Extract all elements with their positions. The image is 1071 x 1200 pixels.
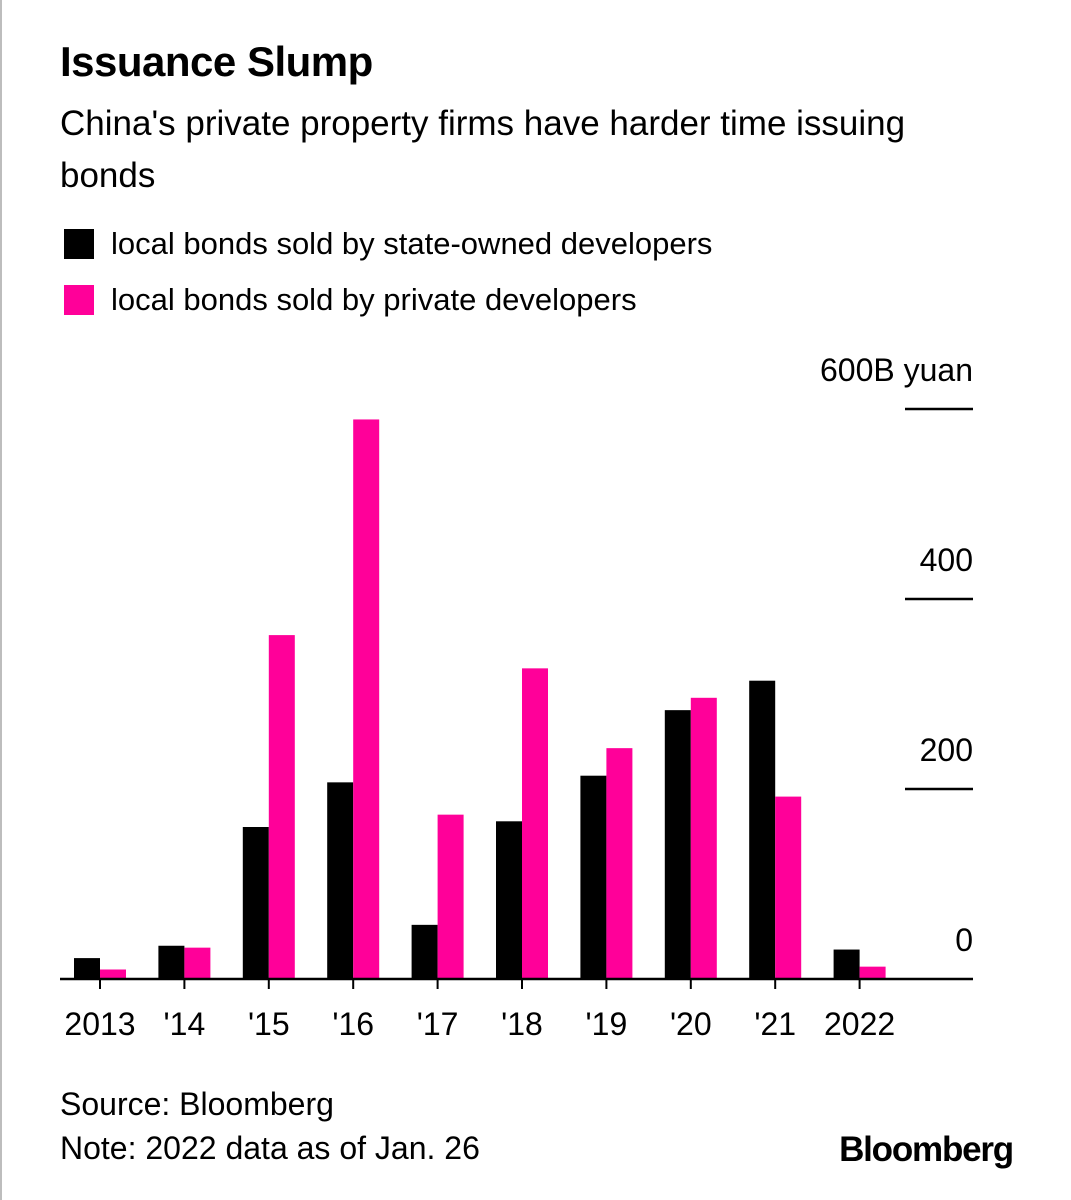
x-tick-label-9: 2022 bbox=[824, 1006, 895, 1042]
legend-item-private: local bonds sold by private developers bbox=[64, 278, 712, 322]
bar-state-owned-3 bbox=[327, 782, 354, 979]
bar-private-1 bbox=[184, 947, 211, 979]
x-tick-label-0: 2013 bbox=[64, 1006, 135, 1042]
legend-swatch-private bbox=[64, 285, 94, 315]
bar-state-owned-6 bbox=[580, 775, 607, 979]
bar-state-owned-9 bbox=[833, 949, 860, 979]
x-tick-label-2: '15 bbox=[248, 1006, 290, 1042]
bar-private-4 bbox=[437, 814, 464, 979]
bar-state-owned-4 bbox=[411, 924, 438, 979]
chart-footer: Source: Bloomberg Note: 2022 data as of … bbox=[60, 1082, 480, 1170]
bar-private-5 bbox=[522, 668, 548, 979]
bar-state-owned-8 bbox=[749, 680, 776, 979]
x-tick-label-1: '14 bbox=[164, 1006, 206, 1042]
x-tick-label-8: '21 bbox=[754, 1006, 796, 1042]
legend-item-state-owned: local bonds sold by state-owned develope… bbox=[64, 222, 712, 266]
bar-state-owned-2 bbox=[242, 827, 269, 979]
x-tick-label-4: '17 bbox=[417, 1006, 459, 1042]
x-tick-label-3: '16 bbox=[332, 1006, 374, 1042]
legend-swatch-state-owned bbox=[64, 229, 94, 259]
bar-state-owned-7 bbox=[664, 710, 691, 979]
y-tick-label-600: 600B yuan bbox=[820, 352, 973, 388]
x-tick-label-7: '20 bbox=[670, 1006, 712, 1042]
y-tick-label-0: 0 bbox=[955, 922, 973, 958]
bar-private-2 bbox=[268, 635, 295, 979]
bar-state-owned-1 bbox=[158, 945, 185, 979]
bar-private-8 bbox=[775, 796, 802, 979]
bar-state-owned-0 bbox=[74, 958, 100, 979]
bar-private-9 bbox=[859, 966, 886, 979]
left-border-rule bbox=[0, 0, 2, 1200]
y-tick-label-200: 200 bbox=[920, 732, 973, 768]
legend-label-state-owned: local bonds sold by state-owned develope… bbox=[111, 226, 713, 261]
bar-state-owned-5 bbox=[496, 821, 522, 979]
bar-private-7 bbox=[690, 697, 717, 979]
x-tick-label-6: '19 bbox=[586, 1006, 628, 1042]
chart-legend: local bonds sold by state-owned develope… bbox=[64, 222, 712, 334]
data-note: Note: 2022 data as of Jan. 26 bbox=[60, 1130, 480, 1166]
chart-subtitle: China's private property firms have hard… bbox=[60, 104, 906, 195]
x-tick-label-5: '18 bbox=[501, 1006, 543, 1042]
bloomberg-logo: Bloomberg bbox=[839, 1130, 1014, 1169]
y-tick-label-400: 400 bbox=[920, 542, 973, 578]
bar-private-3 bbox=[353, 419, 380, 979]
bar-private-6 bbox=[606, 748, 633, 979]
legend-label-private: local bonds sold by private developers bbox=[111, 282, 637, 317]
chart-title: Issuance Slump bbox=[60, 38, 373, 85]
source-note: Source: Bloomberg bbox=[60, 1086, 334, 1122]
bar-private-0 bbox=[100, 969, 126, 979]
